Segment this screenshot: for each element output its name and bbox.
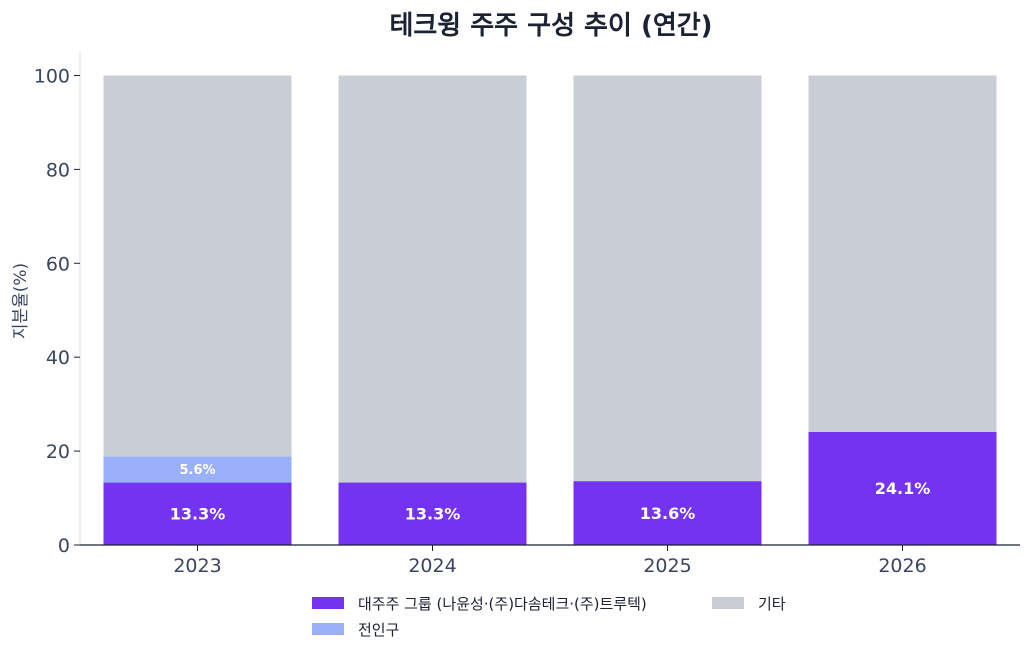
bar-segment	[103, 482, 292, 545]
bar-segment	[338, 75, 527, 483]
bar-segment	[103, 456, 292, 483]
bar-segment	[808, 431, 997, 545]
bar-segment	[338, 482, 527, 545]
legend-label: 전인구	[358, 621, 399, 639]
legend: 대주주 그룹 (나윤성·(주)다솜테크·(주)트루텍) 전인구 기타	[312, 595, 786, 639]
legend-swatch	[712, 597, 744, 609]
bar-data-label: 24.1%	[875, 479, 931, 498]
y-tick-label: 0	[58, 535, 70, 557]
y-tick-label: 60	[46, 253, 70, 275]
y-tick-label: 80	[46, 159, 70, 181]
y-tick-label: 100	[34, 65, 70, 87]
bar-data-label: 13.6%	[640, 504, 696, 523]
bar-data-label: 13.3%	[170, 505, 226, 524]
bar-data-label: 5.6%	[179, 463, 215, 478]
x-tick-label: 2026	[878, 555, 926, 577]
chart-title: 테크윙 주주 구성 추이 (연간)	[389, 11, 712, 41]
y-ticks-group: 0 20 40 60 80 100	[34, 65, 80, 557]
bar-segment	[573, 481, 762, 545]
y-tick-label: 40	[46, 347, 70, 369]
legend-label: 기타	[758, 595, 786, 613]
x-tick-label: 2025	[643, 555, 691, 577]
bars-group: 13.3% 5.6% 13.3% 13.6% 24.1%	[103, 75, 997, 545]
x-tick-label: 2023	[173, 555, 221, 577]
bar-segment	[573, 75, 762, 482]
y-axis-label: 지분율(%)	[11, 263, 31, 339]
x-tick-label: 2024	[408, 555, 456, 577]
legend-swatch	[312, 623, 344, 635]
bar-data-label: 13.3%	[405, 505, 461, 524]
y-tick-label: 20	[46, 441, 70, 463]
bar-segment	[808, 75, 997, 432]
legend-label: 대주주 그룹 (나윤성·(주)다솜테크·(주)트루텍)	[358, 595, 647, 613]
x-ticks-group: 2023 2024 2025 2026	[173, 545, 927, 577]
legend-swatch	[312, 597, 344, 609]
bar-segment	[103, 75, 292, 457]
